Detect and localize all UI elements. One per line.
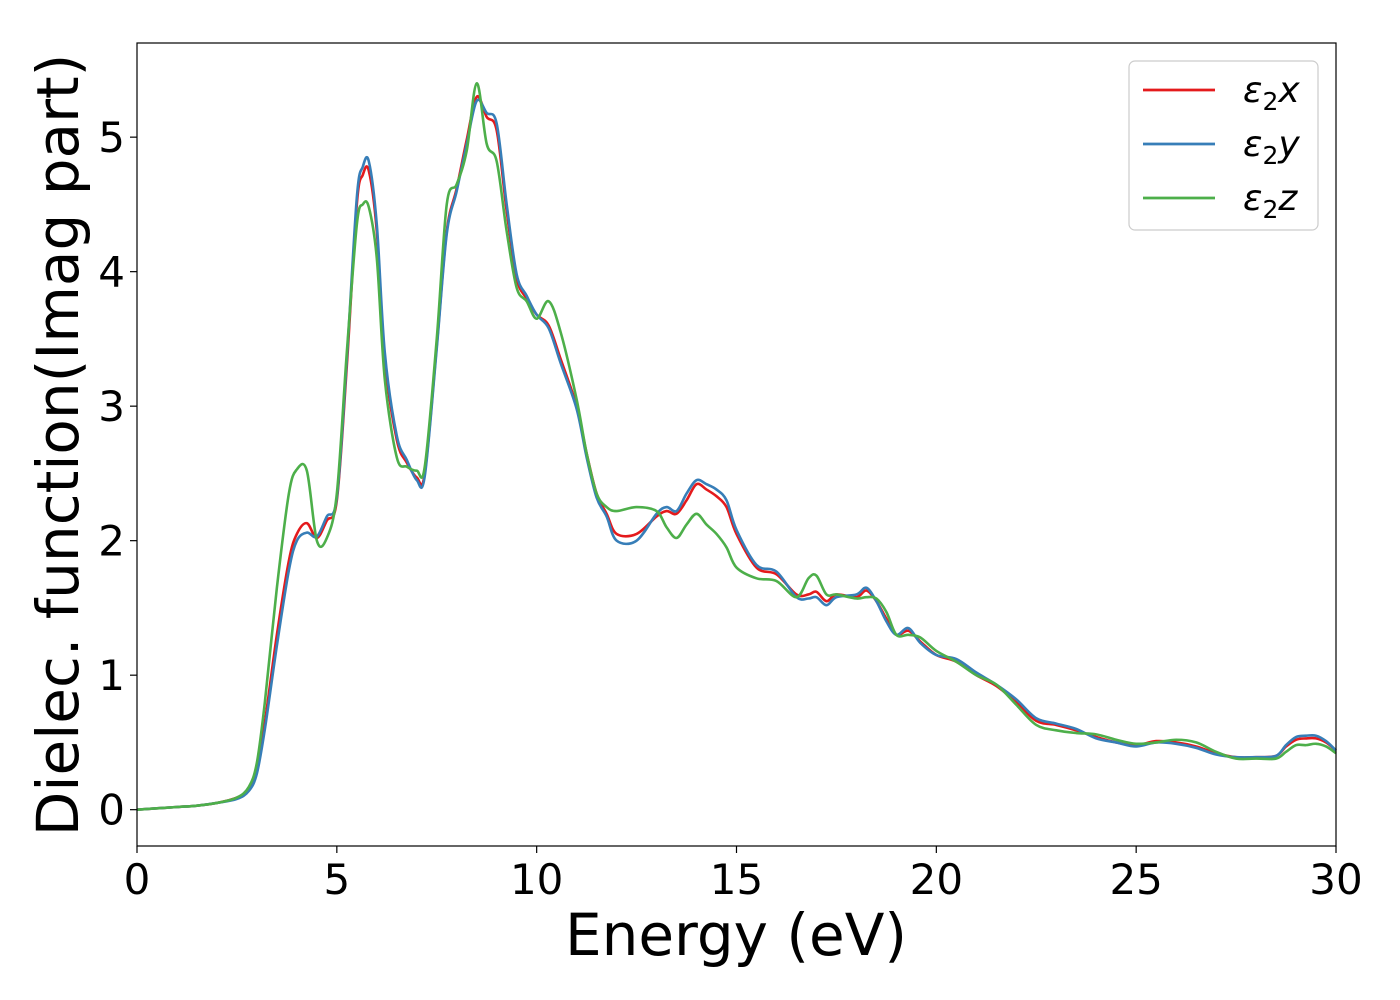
x-tick-label: 30 [1309,855,1362,904]
series-line-z [136,82,1337,811]
legend-item-y: ε2y [1143,124,1300,170]
y-tick-label: 5 [98,113,125,162]
x-tick-label: 15 [710,855,763,904]
legend-item-z: ε2z [1143,178,1298,224]
x-axis-label: Energy (eV) [565,901,907,969]
x-tick-label: 25 [1109,855,1162,904]
y-tick-label: 0 [98,786,125,835]
axis-ticks: 0 5 10 15 20 25 30 0 1 2 3 4 5 [98,113,1362,904]
x-tick-label: 10 [510,855,563,904]
legend: ε2x ε2y ε2z [1128,60,1319,231]
y-tick-label: 4 [98,248,125,297]
legend-label-z: ε2z [1243,178,1298,224]
legend-items: ε2x ε2y ε2z [1143,70,1300,224]
legend-item-x: ε2x [1143,70,1300,116]
x-tick-label: 20 [910,855,963,904]
y-tick-label: 2 [98,517,125,566]
legend-label-y: ε2y [1243,124,1300,170]
y-tick-label: 3 [98,382,125,431]
legend-box [1128,60,1319,231]
y-axis-label: Dielec. function(Imag part) [24,54,92,837]
x-tick-label: 0 [124,855,151,904]
x-tick-label: 5 [323,855,350,904]
series-lines [136,82,1337,811]
y-tick-label: 1 [98,651,125,700]
legend-label-x: ε2x [1243,70,1300,116]
